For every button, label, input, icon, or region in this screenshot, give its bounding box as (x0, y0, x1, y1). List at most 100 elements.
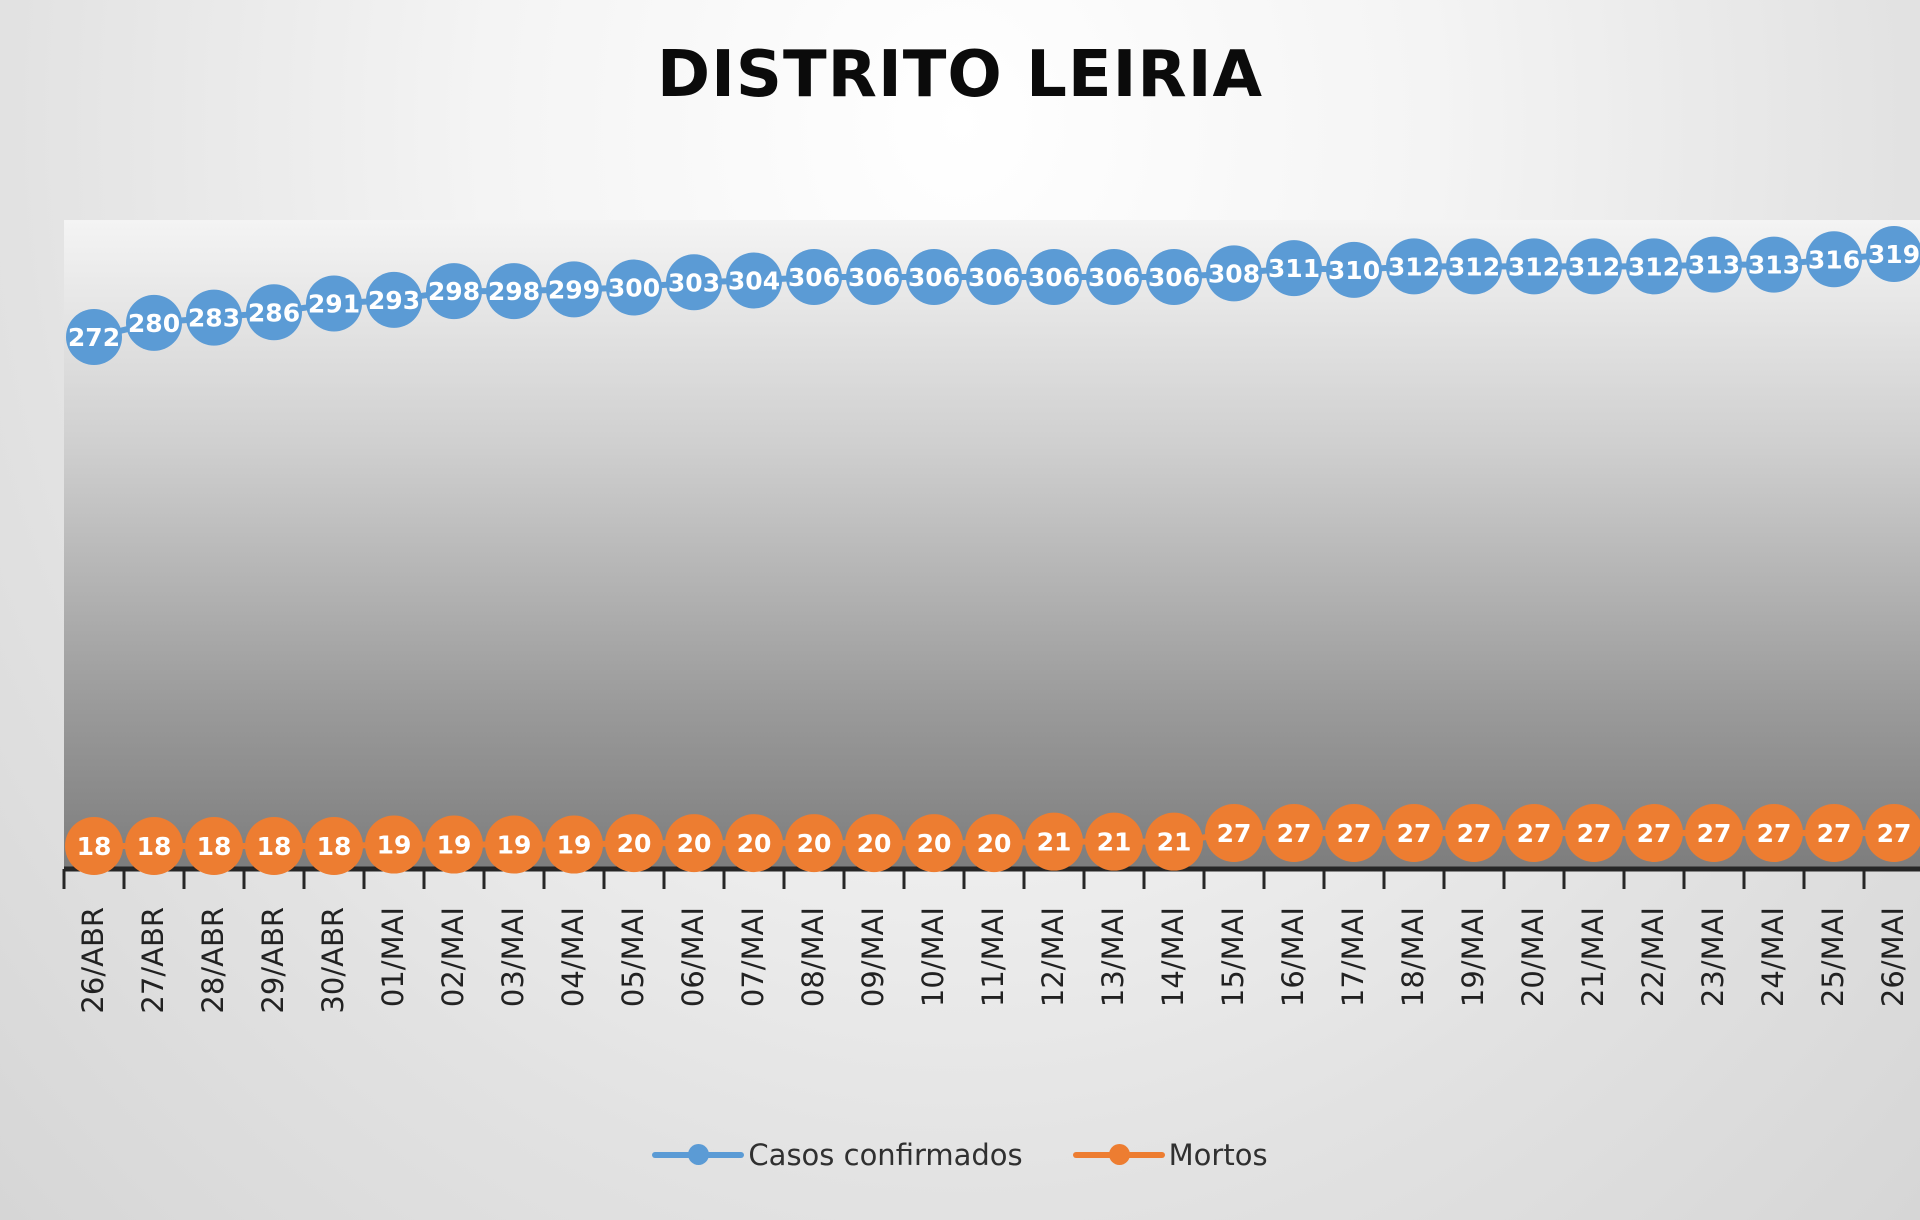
data-label: 19 (497, 831, 532, 860)
data-label: 312 (1568, 252, 1620, 281)
x-tick-label: 08/MAI (796, 907, 830, 1007)
data-label: 312 (1628, 252, 1680, 281)
data-label: 27 (1217, 819, 1252, 848)
data-label: 300 (608, 274, 660, 303)
data-label: 20 (797, 829, 832, 858)
data-label: 316 (1808, 245, 1860, 274)
data-label: 304 (728, 266, 780, 295)
data-point (1025, 812, 1083, 871)
data-point (1265, 804, 1323, 862)
data-label: 283 (188, 304, 240, 333)
data-point (546, 261, 602, 318)
x-tick-label: 24/MAI (1756, 907, 1790, 1007)
data-point (1146, 248, 1202, 305)
data-label: 306 (788, 263, 840, 292)
data-label: 18 (197, 832, 232, 861)
data-point (786, 248, 842, 305)
data-point (966, 248, 1022, 305)
data-point (1686, 236, 1742, 293)
data-point (1626, 238, 1682, 295)
data-point (1326, 241, 1382, 298)
x-tick-label: 26/MAI (1876, 907, 1910, 1007)
data-label: 27 (1577, 819, 1612, 848)
data-label: 21 (1157, 828, 1192, 857)
x-tick-label: 02/MAI (436, 907, 470, 1007)
data-label: 312 (1388, 252, 1440, 281)
data-point (485, 815, 543, 874)
x-tick-label: 10/MAI (916, 907, 950, 1007)
x-tick-label: 16/MAI (1276, 907, 1310, 1007)
legend-label-casos: Casos confirmados (748, 1138, 1023, 1172)
legend-label-mortos: Mortos (1168, 1138, 1268, 1172)
data-label: 312 (1508, 252, 1560, 281)
data-label: 313 (1748, 251, 1800, 280)
x-tick-label: 21/MAI (1576, 907, 1610, 1007)
data-label: 280 (128, 309, 180, 338)
x-tick-label: 23/MAI (1696, 907, 1730, 1007)
data-label: 27 (1457, 819, 1492, 848)
data-point (1506, 238, 1562, 295)
data-point (66, 309, 122, 365)
x-tick-label: 13/MAI (1096, 907, 1130, 1007)
data-label: 20 (617, 829, 652, 858)
data-label: 20 (737, 829, 772, 858)
x-tick-label: 04/MAI (556, 907, 590, 1007)
data-point (965, 814, 1023, 873)
data-label: 19 (377, 831, 412, 860)
data-label: 27 (1757, 819, 1792, 848)
legend-swatch-casos (652, 1144, 745, 1165)
data-point (1026, 248, 1082, 305)
data-label: 27 (1337, 819, 1372, 848)
x-tick-label: 03/MAI (496, 907, 530, 1007)
x-tick-label: 12/MAI (1036, 907, 1070, 1007)
data-point (486, 263, 542, 320)
data-label: 311 (1268, 254, 1320, 283)
data-label: 286 (248, 298, 300, 327)
data-label: 306 (1088, 263, 1140, 292)
plot-background (64, 220, 1920, 869)
data-point (305, 817, 363, 875)
data-point (905, 814, 963, 873)
x-tick-label: 25/MAI (1816, 907, 1850, 1007)
data-point (545, 815, 603, 874)
data-point (1685, 804, 1743, 862)
data-label: 306 (968, 263, 1020, 292)
data-label: 27 (1877, 819, 1912, 848)
data-label: 27 (1637, 819, 1672, 848)
data-point (366, 271, 422, 328)
data-point (1866, 226, 1920, 282)
data-point (1565, 804, 1623, 862)
data-label: 293 (368, 286, 420, 315)
data-point (846, 248, 902, 305)
x-tick-label: 20/MAI (1516, 907, 1550, 1007)
x-tick-label: 05/MAI (616, 907, 650, 1007)
data-label: 27 (1397, 819, 1432, 848)
data-point (1145, 812, 1203, 871)
data-point (246, 284, 302, 341)
data-label: 18 (317, 832, 352, 861)
data-label: 21 (1037, 828, 1072, 857)
data-point (845, 814, 903, 873)
data-point (1206, 245, 1262, 302)
x-tick-label: 01/MAI (376, 907, 410, 1007)
data-label: 27 (1697, 819, 1732, 848)
data-point (1086, 248, 1142, 305)
data-point (1385, 804, 1443, 862)
x-tick-label: 19/MAI (1456, 907, 1490, 1007)
data-label: 299 (548, 275, 600, 304)
data-point (726, 252, 782, 309)
data-label: 18 (257, 832, 292, 861)
data-label: 272 (68, 323, 120, 352)
data-point (365, 815, 423, 874)
x-tick-label: 22/MAI (1636, 907, 1670, 1007)
data-point (306, 275, 362, 332)
data-label: 306 (1028, 263, 1080, 292)
data-point (1205, 804, 1263, 862)
data-label: 18 (77, 832, 112, 861)
data-point (1085, 812, 1143, 871)
legend-item-casos: Casos confirmados (652, 1138, 1023, 1172)
x-tick-label: 09/MAI (856, 907, 890, 1007)
data-label: 27 (1817, 819, 1852, 848)
data-label: 298 (488, 277, 540, 306)
